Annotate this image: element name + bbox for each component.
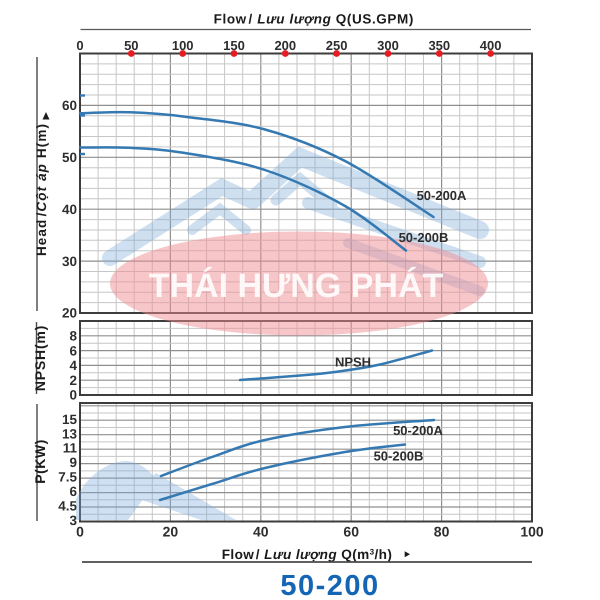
svg-text:60: 60 bbox=[343, 524, 359, 540]
svg-text:NPSH: NPSH bbox=[335, 355, 371, 370]
svg-text:15: 15 bbox=[62, 412, 78, 427]
svg-text:0: 0 bbox=[69, 388, 77, 403]
svg-text:7.5: 7.5 bbox=[58, 470, 77, 485]
svg-text:100: 100 bbox=[172, 38, 194, 53]
svg-text:4: 4 bbox=[69, 358, 77, 373]
svg-text:3: 3 bbox=[69, 513, 77, 528]
svg-text:250: 250 bbox=[326, 38, 348, 53]
svg-text:P(KW): P(KW) bbox=[32, 439, 48, 484]
svg-text:11: 11 bbox=[63, 441, 78, 456]
svg-text:2: 2 bbox=[69, 373, 77, 388]
svg-text:NPSH(m): NPSH(m) bbox=[32, 325, 48, 391]
svg-text:50-200B: 50-200B bbox=[399, 230, 449, 245]
svg-text:200: 200 bbox=[274, 38, 296, 53]
svg-text:Head /Cột áp H(m): Head /Cột áp H(m) bbox=[34, 123, 49, 256]
svg-text:50-200A: 50-200A bbox=[393, 423, 443, 438]
svg-text:350: 350 bbox=[428, 38, 450, 53]
svg-text:0: 0 bbox=[76, 38, 83, 53]
svg-text:40: 40 bbox=[62, 202, 77, 217]
svg-text:30: 30 bbox=[62, 254, 77, 269]
svg-text:Flow / Lưu lượng Q(US.GPM): Flow / Lưu lượng Q(US.GPM) bbox=[214, 12, 414, 27]
svg-text:50-200: 50-200 bbox=[280, 570, 379, 600]
svg-text:80: 80 bbox=[434, 524, 450, 540]
svg-text:60: 60 bbox=[62, 98, 77, 113]
svg-text:50: 50 bbox=[62, 150, 77, 165]
svg-text:Flow / Lưu lượng Q(m3/h): Flow / Lưu lượng Q(m3/h) bbox=[222, 547, 393, 562]
svg-text:100: 100 bbox=[520, 524, 544, 540]
svg-text:50-200B: 50-200B bbox=[374, 449, 424, 464]
svg-text:50: 50 bbox=[124, 38, 138, 53]
svg-text:6: 6 bbox=[69, 343, 77, 358]
svg-text:20: 20 bbox=[163, 524, 179, 540]
svg-text:300: 300 bbox=[377, 38, 399, 53]
svg-text:150: 150 bbox=[223, 38, 245, 53]
svg-text:9: 9 bbox=[69, 455, 77, 470]
svg-text:0: 0 bbox=[76, 524, 84, 540]
svg-text:THÁI HƯNG PHÁT: THÁI HƯNG PHÁT bbox=[149, 266, 444, 305]
svg-text:400: 400 bbox=[480, 38, 502, 53]
svg-text:6: 6 bbox=[69, 484, 77, 499]
svg-text:4.5: 4.5 bbox=[58, 499, 77, 514]
svg-text:8: 8 bbox=[69, 329, 77, 344]
svg-text:20: 20 bbox=[62, 306, 77, 321]
svg-text:50-200A: 50-200A bbox=[417, 188, 467, 203]
svg-text:40: 40 bbox=[253, 524, 269, 540]
svg-text:13: 13 bbox=[62, 426, 78, 441]
